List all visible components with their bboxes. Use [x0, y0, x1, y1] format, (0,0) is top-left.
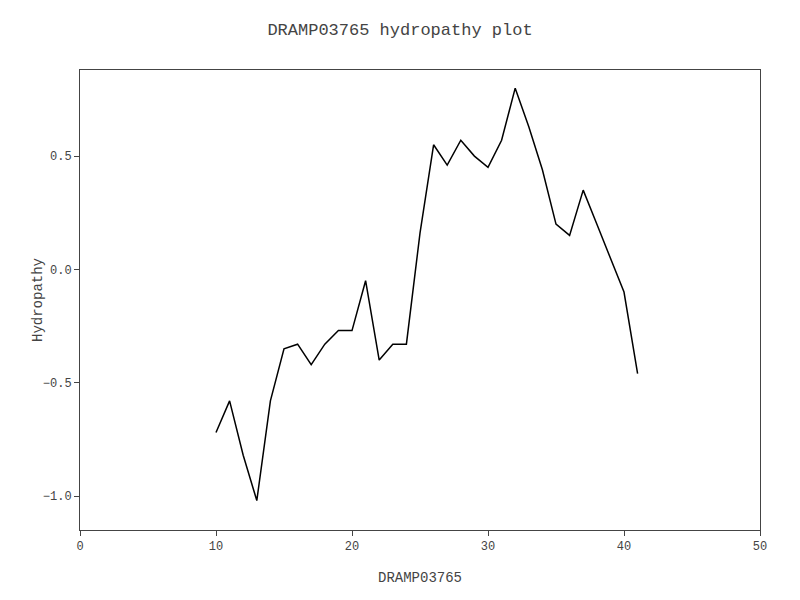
svg-text:0.5: 0.5 [50, 150, 72, 164]
svg-text:Hydropathy: Hydropathy [30, 258, 46, 342]
svg-text:−0.5: −0.5 [43, 377, 72, 391]
svg-text:DRAMP03765: DRAMP03765 [378, 570, 462, 586]
svg-text:0: 0 [76, 540, 83, 554]
svg-text:−1.0: −1.0 [43, 490, 72, 504]
svg-text:DRAMP03765 hydropathy plot: DRAMP03765 hydropathy plot [267, 21, 532, 40]
svg-text:40: 40 [617, 540, 631, 554]
svg-text:20: 20 [345, 540, 359, 554]
svg-text:50: 50 [753, 540, 767, 554]
svg-text:0.0: 0.0 [50, 264, 72, 278]
svg-text:30: 30 [481, 540, 495, 554]
svg-text:10: 10 [209, 540, 223, 554]
